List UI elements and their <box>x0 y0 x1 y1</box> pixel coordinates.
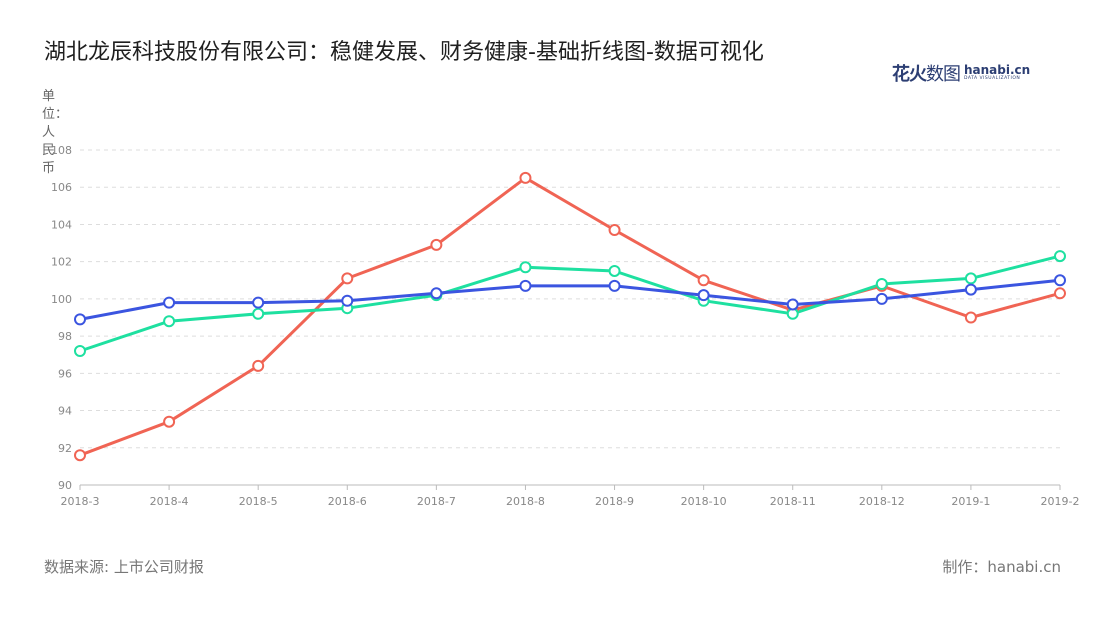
logo-cn: 花火数图 <box>892 64 961 85</box>
data-point <box>697 274 710 287</box>
x-tick-label: 2018-7 <box>417 495 456 508</box>
x-tick-label: 2018-6 <box>328 495 367 508</box>
data-point <box>74 345 86 357</box>
data-point <box>608 224 621 237</box>
data-point <box>608 264 621 277</box>
data-point <box>252 296 265 309</box>
x-tick-label: 2018-3 <box>61 495 100 508</box>
data-point <box>163 415 176 428</box>
data-point <box>964 283 977 296</box>
series-line-0 <box>79 176 1061 457</box>
y-tick-label: 102 <box>51 256 72 269</box>
data-point <box>163 296 176 309</box>
series-lines <box>79 176 1061 457</box>
y-tick-label: 94 <box>58 405 72 418</box>
logo-tagline: DATA VISUALIZATION <box>964 76 1021 82</box>
data-point <box>1054 287 1066 300</box>
x-tick-label: 2019-2 <box>1041 495 1080 508</box>
data-point <box>252 359 265 372</box>
data-points <box>74 171 1066 462</box>
y-tick-label: 92 <box>58 442 72 455</box>
data-point <box>341 294 354 307</box>
logo-domain: hanabi.cn <box>964 63 1031 78</box>
data-point <box>74 313 86 326</box>
data-point <box>341 272 354 285</box>
data-source: 数据来源: 上市公司财报 <box>44 558 204 576</box>
y-tick-label: 104 <box>51 218 72 231</box>
chart-title: 湖北龙辰科技股份有限公司：稳健发展、财务健康-基础折线图-数据可视化 <box>44 40 764 65</box>
y-tick-label: 96 <box>58 367 72 380</box>
data-point <box>964 311 977 324</box>
y-tick-label: 100 <box>51 293 72 306</box>
y-tick-label: 108 <box>51 144 72 157</box>
x-tick-label: 2018-9 <box>595 495 634 508</box>
x-tick-label: 2018-8 <box>506 495 545 508</box>
maker-credit: 制作：hanabi.cn <box>942 558 1061 576</box>
data-point <box>875 292 888 305</box>
hanabi-logo: 花火数图 hanabi.cn DATA VISUALIZATION <box>892 60 1030 86</box>
data-point <box>697 289 710 302</box>
data-point <box>519 171 532 184</box>
data-point <box>1054 274 1066 287</box>
data-point <box>786 298 799 311</box>
data-point <box>875 278 888 290</box>
data-point <box>1054 250 1066 263</box>
data-point <box>608 279 621 292</box>
data-point <box>964 272 977 285</box>
series-line-1 <box>79 254 1061 353</box>
axes: 90 92 94 96 98 100 102 104 106 108 2018-3 2018-4 201… <box>51 144 1079 508</box>
series-line-2 <box>79 278 1061 321</box>
data-point <box>519 279 532 292</box>
data-point <box>430 287 443 300</box>
data-point <box>163 315 176 328</box>
x-tick-label: 2018-5 <box>239 495 278 508</box>
data-point <box>74 449 86 462</box>
data-point <box>430 238 443 251</box>
data-point <box>519 261 532 274</box>
grid-lines <box>80 149 1060 449</box>
x-tick-label: 2018-4 <box>150 495 189 508</box>
y-tick-label: 106 <box>51 181 72 194</box>
data-point <box>252 307 265 320</box>
x-tick-label: 2018-11 <box>770 495 816 508</box>
x-tick-label: 2019-1 <box>951 495 990 508</box>
y-tick-label: 90 <box>58 479 72 492</box>
x-tick-label: 2018-10 <box>681 495 727 508</box>
y-tick-label: 98 <box>58 330 72 343</box>
x-tick-label: 2018-12 <box>859 495 905 508</box>
